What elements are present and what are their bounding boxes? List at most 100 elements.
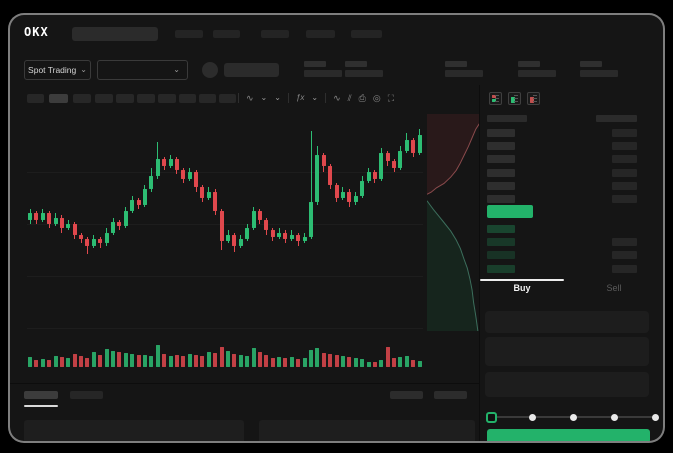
chevron-down-icon[interactable]: ⌄ (311, 93, 319, 102)
tab-sell[interactable]: Sell (606, 283, 622, 293)
compare-chevron-icon[interactable]: ⌄ (274, 93, 281, 102)
candle (162, 159, 167, 166)
volume-bar (130, 353, 135, 367)
okx-logo[interactable]: OKX (24, 25, 49, 39)
bottom-action-2[interactable] (434, 391, 467, 399)
last-price-badge[interactable] (487, 205, 533, 218)
candle (385, 152, 390, 162)
nav-item-2[interactable] (213, 30, 240, 38)
chevron-down-icon[interactable]: ⌄ (260, 93, 268, 102)
timeframe-button-1[interactable] (27, 94, 44, 103)
nav-item-5[interactable] (351, 30, 382, 38)
book-asks-icon[interactable] (527, 92, 540, 105)
bid-row[interactable] (487, 236, 637, 249)
timeframe-button-9[interactable] (199, 94, 216, 103)
price-input[interactable] (485, 311, 649, 333)
volume-bar (34, 359, 39, 367)
bottom-action-1[interactable] (390, 391, 423, 399)
timeframe-button-7[interactable] (158, 94, 176, 103)
slider-stop[interactable] (610, 413, 618, 421)
candle (28, 213, 32, 220)
ask-row[interactable] (487, 140, 637, 153)
book-bids-icon[interactable] (508, 92, 521, 105)
ask-row[interactable] (487, 193, 637, 206)
bottom-tab-order-history[interactable] (70, 391, 103, 399)
timeframe-button-8[interactable] (179, 94, 196, 103)
candle (251, 211, 256, 229)
camera-icon[interactable]: ⎙ (358, 92, 366, 103)
volume-bar (270, 357, 275, 367)
candle-style-icon[interactable]: ∿ (246, 92, 254, 103)
candle (270, 230, 275, 237)
timeframe-button-3[interactable] (73, 94, 91, 103)
candle (34, 213, 39, 220)
ask-row[interactable] (487, 167, 637, 180)
candle (85, 239, 90, 246)
volume-bar (194, 355, 199, 367)
bid-row[interactable] (487, 263, 637, 276)
total-input[interactable] (485, 372, 649, 397)
candle (398, 150, 403, 168)
chevron-down-icon: ⌄ (173, 65, 180, 74)
candle (277, 232, 282, 237)
ask-row[interactable] (487, 153, 637, 166)
volume-bar (411, 359, 416, 367)
pair-select[interactable]: ⌄ (97, 60, 188, 80)
market-type-select[interactable]: Spot Trading ⌄ (24, 60, 91, 80)
timeframe-button-5[interactable] (116, 94, 134, 103)
candle (334, 185, 339, 199)
fullscreen-icon[interactable]: ⛶ (387, 92, 395, 103)
volume-bar (302, 357, 307, 367)
volume-bar (79, 355, 84, 367)
settings-icon[interactable]: ◎ (372, 92, 381, 103)
depth-bids-line (427, 201, 478, 331)
book-combined-icon[interactable] (489, 92, 502, 105)
volume-bar (111, 350, 116, 367)
nav-item-1[interactable] (175, 30, 203, 38)
search-input[interactable] (72, 27, 158, 41)
ask-row[interactable] (487, 127, 637, 140)
candle (417, 135, 422, 153)
measure-icon[interactable]: ⫽ (347, 92, 352, 103)
slider-stop[interactable] (651, 413, 659, 421)
volume-bar (296, 358, 301, 367)
slider-stop[interactable] (569, 413, 577, 421)
timeframe-button-4[interactable] (95, 94, 113, 103)
volume-bar (181, 356, 186, 367)
nav-item-4[interactable] (306, 30, 335, 38)
volume-bar (98, 355, 103, 367)
nav-item-3[interactable] (261, 30, 289, 38)
candle (296, 234, 301, 242)
volume-bar (187, 353, 192, 367)
bottom-tab-open-orders[interactable] (24, 391, 58, 399)
volume-bar (264, 355, 269, 367)
volume-bar (47, 360, 52, 367)
tab-buy[interactable]: Buy (513, 283, 531, 293)
volume-bar (66, 358, 71, 367)
volume-bar (142, 355, 147, 367)
timeframe-button-10[interactable] (219, 94, 236, 103)
candle (219, 211, 224, 242)
amount-input[interactable] (485, 337, 649, 366)
candlestick-chart[interactable] (27, 116, 423, 332)
candle (53, 217, 58, 224)
volume-bar (283, 358, 288, 367)
buy-submit-button[interactable] (487, 429, 650, 441)
ask-row[interactable] (487, 180, 637, 193)
slider-handle[interactable] (485, 411, 497, 423)
bid-row[interactable] (487, 249, 637, 262)
timeframe-button-2-active[interactable] (49, 94, 68, 103)
slider-stop[interactable] (528, 413, 536, 421)
bid-row[interactable] (487, 223, 637, 236)
candle (98, 239, 103, 244)
okx-trading-app: OKX Spot Trading ⌄ ⌄ (8, 13, 665, 443)
indicators-icon[interactable]: ƒx (295, 93, 305, 102)
candle (347, 191, 352, 203)
candle (59, 217, 64, 229)
timeframe-button-6[interactable] (137, 94, 155, 103)
line-draw-icon[interactable]: ∿ (333, 92, 341, 103)
volume-bar (238, 355, 243, 367)
volume-bar (168, 355, 173, 367)
amount-slider[interactable] (485, 411, 659, 423)
